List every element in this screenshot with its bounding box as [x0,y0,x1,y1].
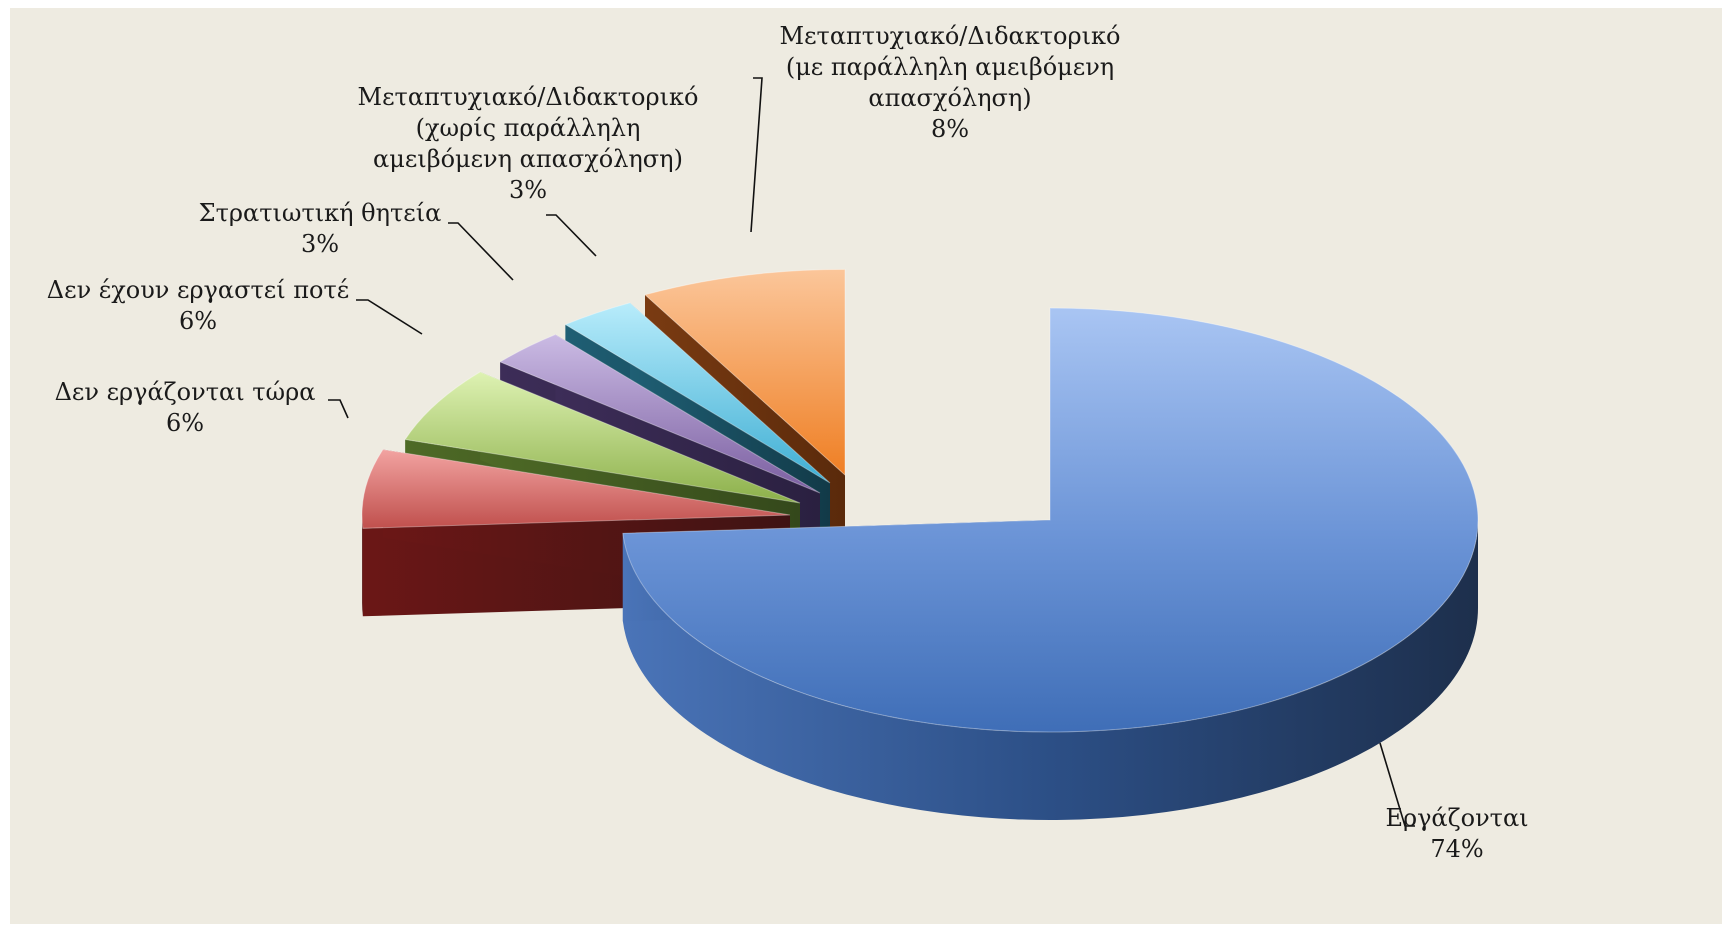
data-label-text: Μεταπτυχιακό/Διδακτορικό (χωρίς παράλληλη… [358,83,699,204]
pie-slice-side [622,520,1478,820]
chart-plot-area: Εργάζονται 74% Δεν εργάζονται τώρα 6% Δεν έχ… [10,8,1722,924]
data-label-0: Εργάζονται 74% [1379,742,1529,863]
data-label-value: 8% [931,115,969,143]
data-label-text: Εργάζονται 74% [1385,804,1528,863]
data-label-5: Μεταπτυχιακό/Διδακτορικό (με παράλληλη αμ… [750,22,1121,233]
pie-slice-top [564,302,831,484]
data-label-name: απασχόληση) [868,84,1031,112]
data-label-name: Δεν έχουν εργαστεί ποτέ [47,276,349,304]
data-label-value: 3% [301,230,339,258]
leader-line [750,77,763,233]
leader-line [328,399,349,419]
data-label-name: Μεταπτυχιακό/Διδακτορικό [358,83,699,111]
leader-line [356,299,423,335]
pie-chart: Εργάζονται 74%Δεν εργάζονται τώρα 6%Δεν έχ… [47,22,1529,863]
data-label-value: 6% [179,307,217,335]
data-label-name: αμειβόμενη απασχόληση) [373,145,683,173]
data-label-name: Εργάζονται [1385,804,1528,832]
pie-slice-top [643,268,846,477]
data-label-3: Στρατιωτική θητεία 3% [199,199,514,281]
leader-line [448,222,514,281]
data-label-text: Στρατιωτική θητεία 3% [199,199,442,258]
pie-slice-εργαζονται-0 [622,307,1479,820]
data-label-value: 6% [166,409,204,437]
data-label-1: Δεν εργάζονται τώρα 6% [55,378,349,437]
pie-slice-side [362,515,363,617]
data-label-name: Στρατιωτική θητεία [199,199,442,227]
data-label-2: Δεν έχουν εργαστεί ποτέ 6% [47,276,423,335]
pie-slice-top [499,333,821,494]
leader-line [546,214,597,257]
leader-line [1379,742,1415,827]
data-label-name: Δεν εργάζονται τώρα [55,378,316,406]
pie-slice-top [361,448,791,529]
data-label-4: Μεταπτυχιακό/Διδακτορικό (χωρίς παράλληλη… [358,83,699,257]
pie-slice-top [622,307,1479,733]
data-label-name: (με παράλληλη αμειβόμενη [786,53,1114,81]
pie-slice-top [404,371,801,504]
data-label-value: 74% [1430,835,1483,863]
data-label-value: 3% [509,176,547,204]
data-label-text: Δεν εργάζονται τώρα 6% [55,378,316,437]
data-label-name: Μεταπτυχιακό/Διδακτορικό [780,22,1121,50]
data-label-name: (χωρίς παράλληλη [416,114,641,142]
data-label-text: Μεταπτυχιακό/Διδακτορικό (με παράλληλη αμ… [780,22,1121,143]
data-label-text: Δεν έχουν εργαστεί ποτέ 6% [47,276,349,335]
